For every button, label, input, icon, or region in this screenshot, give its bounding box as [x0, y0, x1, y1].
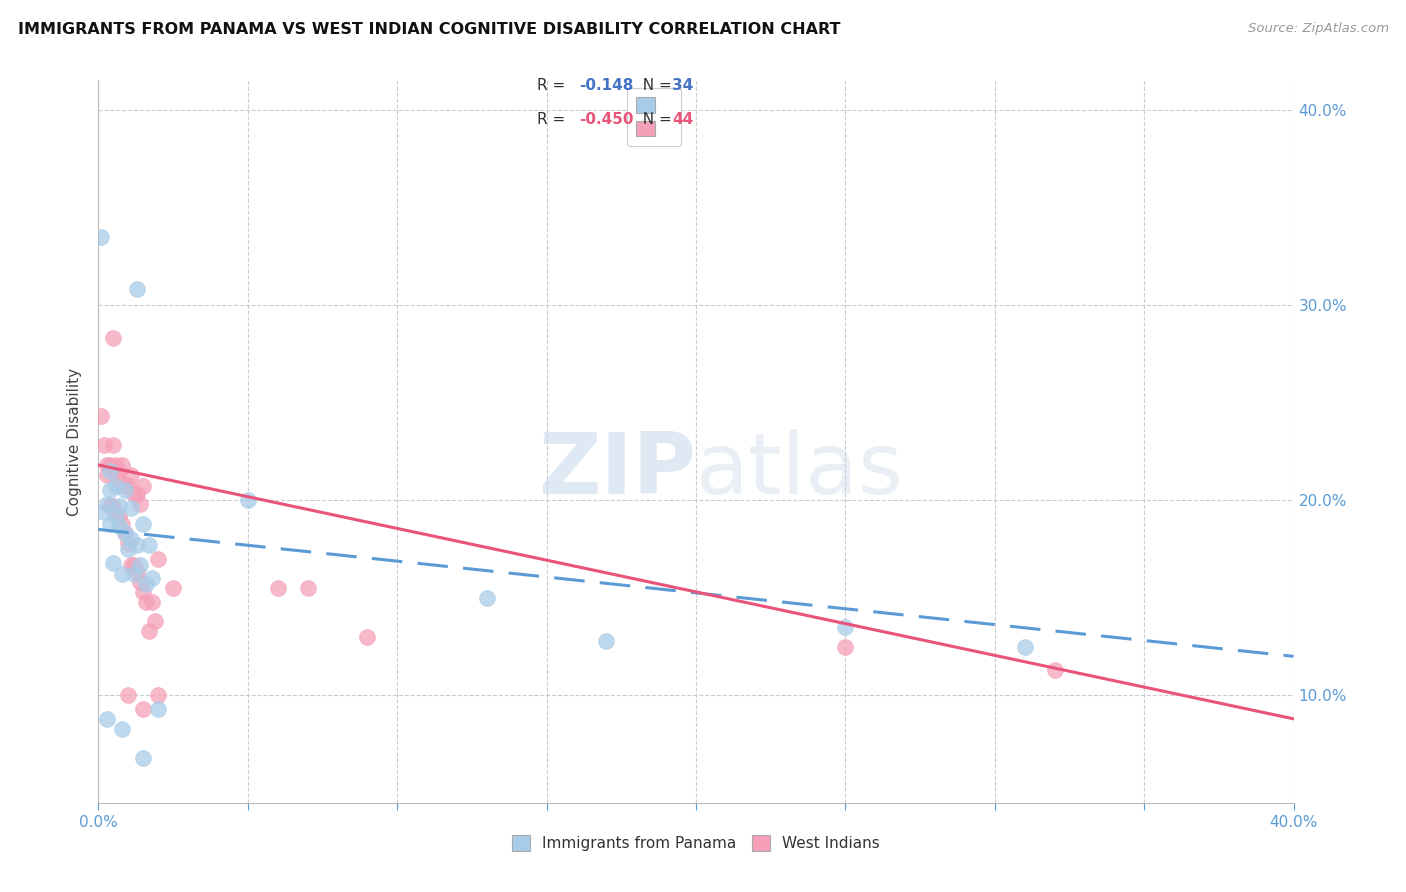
Point	[127, 538, 149, 552]
Point	[96, 458, 118, 472]
Point	[135, 595, 157, 609]
Point	[595, 633, 617, 648]
Point	[1043, 663, 1066, 677]
Point	[105, 458, 128, 472]
Point	[90, 409, 112, 424]
Point	[111, 458, 134, 472]
Point	[105, 479, 128, 493]
Point	[129, 497, 152, 511]
Legend: Immigrants from Panama, West Indians: Immigrants from Panama, West Indians	[502, 826, 890, 860]
Point	[834, 640, 856, 654]
Point	[111, 567, 134, 582]
Point	[108, 518, 131, 533]
Point	[143, 614, 166, 628]
Text: ZIP: ZIP	[538, 429, 696, 512]
Point	[267, 581, 290, 595]
Point	[124, 487, 146, 501]
Point	[124, 558, 146, 572]
Point	[120, 558, 142, 572]
Point	[120, 532, 142, 546]
Point	[138, 624, 160, 638]
Point	[98, 499, 122, 513]
Point	[127, 487, 149, 501]
Text: atlas: atlas	[696, 429, 904, 512]
Point	[117, 689, 139, 703]
Text: R =: R =	[537, 112, 571, 127]
Point	[117, 541, 139, 556]
Point	[141, 571, 163, 585]
Point	[96, 467, 118, 482]
Point	[108, 499, 131, 513]
Point	[96, 712, 118, 726]
Y-axis label: Cognitive Disability: Cognitive Disability	[67, 368, 83, 516]
Point	[111, 722, 134, 736]
Point	[834, 620, 856, 634]
Point	[114, 526, 136, 541]
Point	[98, 464, 122, 478]
Point	[129, 558, 152, 572]
Point	[96, 497, 118, 511]
Point	[132, 751, 155, 765]
Text: Source: ZipAtlas.com: Source: ZipAtlas.com	[1249, 22, 1389, 36]
Point	[108, 464, 131, 478]
Point	[236, 493, 259, 508]
Text: R =: R =	[537, 78, 571, 93]
Point	[127, 566, 149, 580]
Point	[138, 538, 160, 552]
Point	[114, 483, 136, 498]
Point	[105, 508, 128, 523]
Point	[132, 479, 155, 493]
Point	[98, 516, 122, 531]
Point	[105, 508, 128, 523]
Text: N =: N =	[633, 112, 676, 127]
Point	[148, 689, 170, 703]
Point	[475, 591, 498, 605]
Point	[120, 500, 142, 515]
Point	[132, 516, 155, 531]
Point	[103, 331, 125, 345]
Text: -0.148: -0.148	[579, 78, 634, 93]
Text: 44: 44	[672, 112, 693, 127]
Point	[114, 479, 136, 493]
Point	[114, 526, 136, 541]
Text: N =: N =	[633, 78, 676, 93]
Point	[117, 477, 139, 491]
Text: -0.450: -0.450	[579, 112, 634, 127]
Point	[93, 438, 115, 452]
Point	[127, 282, 149, 296]
Point	[108, 474, 131, 488]
Point	[129, 575, 152, 590]
Point	[108, 508, 131, 523]
Point	[98, 483, 122, 498]
Point	[132, 585, 155, 599]
Point	[124, 567, 146, 582]
Point	[103, 556, 125, 570]
Point	[117, 536, 139, 550]
Point	[111, 516, 134, 531]
Point	[132, 702, 155, 716]
Point	[141, 595, 163, 609]
Point	[135, 577, 157, 591]
Point	[356, 630, 378, 644]
Point	[120, 467, 142, 482]
Text: 34: 34	[672, 78, 693, 93]
Point	[1014, 640, 1036, 654]
Text: IMMIGRANTS FROM PANAMA VS WEST INDIAN COGNITIVE DISABILITY CORRELATION CHART: IMMIGRANTS FROM PANAMA VS WEST INDIAN CO…	[18, 22, 841, 37]
Point	[162, 581, 184, 595]
Point	[90, 229, 112, 244]
Point	[103, 438, 125, 452]
Point	[297, 581, 319, 595]
Point	[103, 499, 125, 513]
Point	[93, 505, 115, 519]
Point	[148, 551, 170, 566]
Point	[98, 458, 122, 472]
Point	[148, 702, 170, 716]
